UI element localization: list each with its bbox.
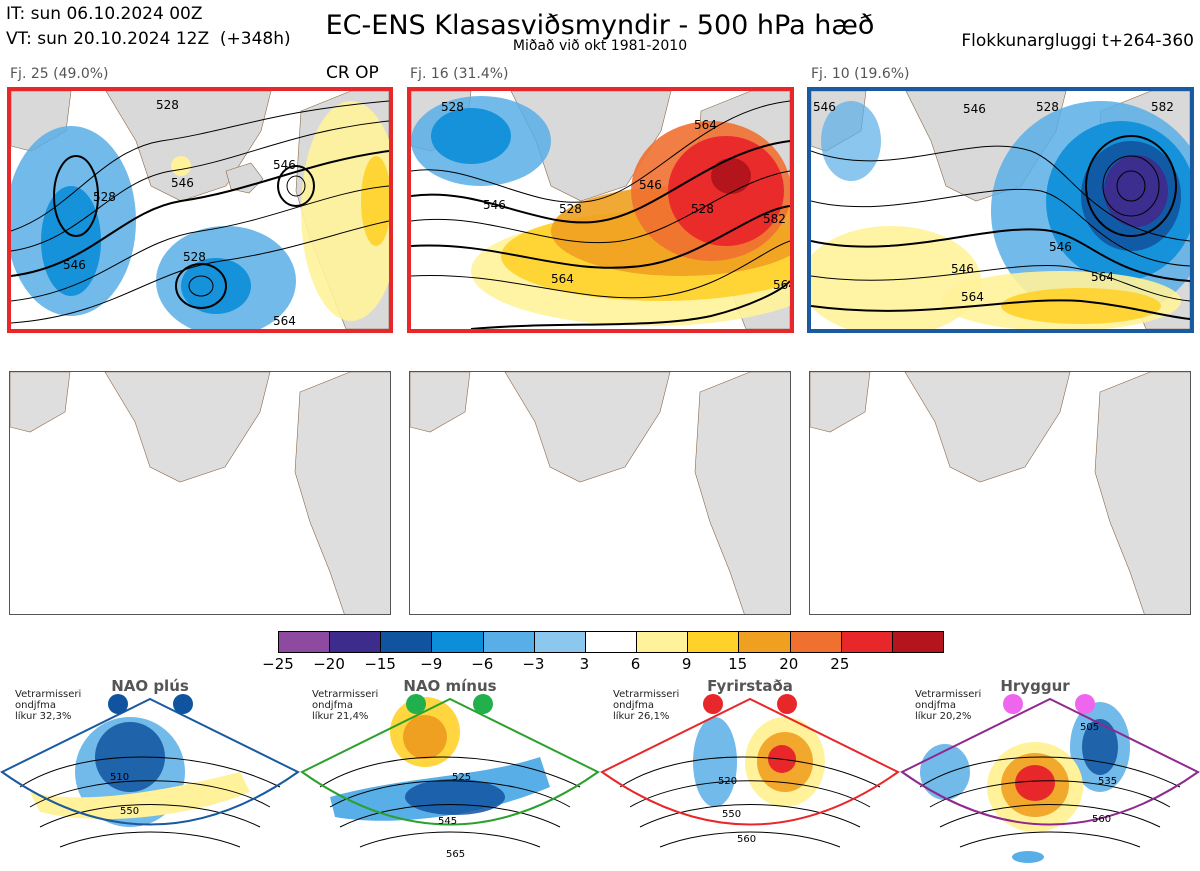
contour-label: 528 bbox=[183, 250, 206, 264]
colorbar-segment bbox=[789, 632, 841, 652]
regime-contour-label: 560 bbox=[1092, 814, 1111, 825]
colorbar-tick-label: −6 bbox=[471, 655, 494, 673]
regime-contour-label: 560 bbox=[737, 834, 756, 845]
contour-label: 528 bbox=[559, 202, 582, 216]
contour-label: 528 bbox=[691, 202, 714, 216]
contour-label: 546 bbox=[813, 100, 836, 114]
regime-title: NAO mínus bbox=[403, 677, 497, 695]
height-contours bbox=[411, 100, 790, 329]
regime-contour-label: 505 bbox=[1080, 722, 1099, 733]
contour-label: 546 bbox=[273, 158, 296, 172]
page-subtitle: Miðað við okt 1981-2010 bbox=[512, 38, 688, 54]
colorbar-segment bbox=[533, 632, 585, 652]
cluster-map-2: 528 546 528 546 564 528 564 582 564 bbox=[407, 87, 794, 333]
colorbar-tick-label: 3 bbox=[579, 655, 590, 673]
colorbar-tick-label: −15 bbox=[364, 655, 396, 673]
colorbar-segment bbox=[482, 632, 534, 652]
colorbar bbox=[278, 631, 944, 653]
cluster-1-tag: CR OP bbox=[326, 63, 379, 83]
colorbar-tick-label: 15 bbox=[728, 655, 748, 673]
regime-ridge: 505 535 560 bbox=[900, 694, 1200, 863]
cluster-3-label: Fj. 10 (19.6%) bbox=[811, 66, 910, 82]
regime-note: Vetrarmisseri ondjfma líkur 32,3% bbox=[15, 689, 82, 722]
colorbar-segment bbox=[329, 632, 381, 652]
regime-title: Hryggur bbox=[1000, 677, 1070, 695]
regime-note: Vetrarmisseri ondjfma líkur 21,4% bbox=[312, 689, 379, 722]
contour-label: 564 bbox=[961, 290, 984, 304]
contour-label: 564 bbox=[551, 272, 574, 286]
height-contours bbox=[11, 100, 389, 324]
colorbar-segment bbox=[584, 632, 637, 652]
cluster-map-3: 546 546 528 546 564 564 546 582 bbox=[807, 87, 1194, 333]
colorbar-segment bbox=[636, 632, 688, 652]
init-time: IT: sun 06.10.2024 00Z bbox=[6, 4, 203, 24]
anomaly-shading bbox=[811, 101, 1190, 329]
colorbar-segment bbox=[687, 632, 739, 652]
regime-contour-label: 510 bbox=[110, 772, 129, 783]
regime-blocking: 520 550 560 bbox=[600, 694, 900, 848]
contour-label: 582 bbox=[763, 212, 786, 226]
contour-label: 546 bbox=[171, 176, 194, 190]
contour-label: 528 bbox=[93, 190, 116, 204]
colorbar-tick-label: 20 bbox=[779, 655, 799, 673]
contour-label: 546 bbox=[639, 178, 662, 192]
contour-label: 564 bbox=[273, 314, 296, 328]
background-map-3 bbox=[809, 371, 1191, 615]
colorbar-tick-label: −3 bbox=[522, 655, 545, 673]
height-contours bbox=[811, 135, 1190, 320]
contour-label: 528 bbox=[1036, 100, 1059, 114]
page-title: EC-ENS Klasasviðsmyndir - 500 hPa hæð bbox=[325, 10, 875, 41]
contour-label: 582 bbox=[1151, 100, 1174, 114]
contour-label: 546 bbox=[63, 258, 86, 272]
colorbar-segment bbox=[380, 632, 432, 652]
regime-contour-label: 525 bbox=[452, 772, 471, 783]
regime-contour-label: 520 bbox=[718, 776, 737, 787]
colorbar-tick-label: 6 bbox=[630, 655, 641, 673]
colorbar-tick-label: −9 bbox=[420, 655, 443, 673]
contour-label: 546 bbox=[951, 262, 974, 276]
colorbar-tick-label: −20 bbox=[313, 655, 345, 673]
regime-nao-minus: 525 545 565 bbox=[300, 694, 600, 860]
regime-contour-label: 550 bbox=[120, 806, 139, 817]
classification-window: Flokkunargluggi t+264-360 bbox=[961, 31, 1194, 51]
cluster-1-label: Fj. 25 (49.0%) bbox=[10, 66, 109, 82]
contour-label: 546 bbox=[963, 102, 986, 116]
regime-title: NAO plús bbox=[111, 677, 189, 695]
anomaly-shading bbox=[411, 96, 790, 326]
colorbar-tick-label: 9 bbox=[681, 655, 692, 673]
contour-label: 528 bbox=[441, 100, 464, 114]
regime-note: Vetrarmisseri ondjfma líkur 26,1% bbox=[613, 689, 680, 722]
contour-label: 528 bbox=[156, 98, 179, 112]
regime-note: Vetrarmisseri ondjfma líkur 20,2% bbox=[915, 689, 982, 722]
colorbar-tick-label: −25 bbox=[262, 655, 294, 673]
colorbar-segment bbox=[431, 632, 483, 652]
cluster-map-1: 528 546 546 528 528 564 546 bbox=[7, 87, 393, 333]
colorbar-segment bbox=[891, 632, 944, 652]
regime-nao-plus: 510 550 bbox=[0, 694, 300, 848]
contour-label: 564 bbox=[1091, 270, 1114, 284]
anomaly-shading bbox=[11, 101, 389, 329]
contour-label: 564 bbox=[694, 118, 717, 132]
colorbar-segment bbox=[279, 632, 330, 652]
regime-contour-label: 545 bbox=[438, 816, 457, 827]
colorbar-segment bbox=[738, 632, 790, 652]
colorbar-segment bbox=[840, 632, 892, 652]
background-map-2 bbox=[409, 371, 791, 615]
cluster-2-label: Fj. 16 (31.4%) bbox=[410, 66, 509, 82]
colorbar-tick-label: 25 bbox=[830, 655, 850, 673]
regime-contour-label: 565 bbox=[446, 849, 465, 860]
regime-row: 510 550 525 545 565 bbox=[0, 677, 1200, 871]
regime-contour-label: 535 bbox=[1098, 776, 1117, 787]
regime-contour-label: 550 bbox=[722, 809, 741, 820]
contour-label: 564 bbox=[773, 278, 790, 292]
contour-label: 546 bbox=[483, 198, 506, 212]
background-map-1 bbox=[9, 371, 391, 615]
regime-title: Fyrirstaða bbox=[707, 677, 793, 695]
contour-label: 546 bbox=[1049, 240, 1072, 254]
colorbar-ticks: −25 −20 −15 −9 −6 −3 3 6 9 15 20 25 bbox=[262, 655, 942, 675]
valid-time: VT: sun 20.10.2024 12Z (+348h) bbox=[6, 29, 291, 49]
